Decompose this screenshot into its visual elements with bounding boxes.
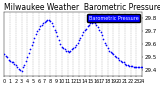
- Point: [106, 47, 109, 49]
- Point: [63, 49, 66, 50]
- Point: [99, 32, 102, 33]
- Point: [4, 55, 7, 56]
- Point: [38, 28, 40, 29]
- Point: [125, 64, 128, 66]
- Point: [75, 45, 77, 46]
- Point: [28, 52, 30, 54]
- Point: [88, 24, 90, 25]
- Point: [25, 60, 27, 62]
- Text: Milwaukee Weather  Barometric Pressure  per Minute: Milwaukee Weather Barometric Pressure pe…: [4, 3, 160, 12]
- Point: [137, 67, 139, 68]
- Point: [119, 60, 122, 62]
- Point: [71, 49, 73, 50]
- Point: [95, 24, 98, 25]
- Point: [53, 29, 56, 31]
- Point: [40, 24, 43, 25]
- Point: [46, 19, 49, 20]
- Point: [3, 54, 6, 55]
- Point: [138, 67, 141, 68]
- Point: [109, 51, 112, 53]
- Point: [7, 59, 10, 60]
- Point: [32, 41, 34, 42]
- Point: [33, 37, 36, 38]
- Point: [42, 23, 44, 24]
- Point: [101, 34, 103, 36]
- Point: [102, 38, 105, 40]
- Legend: Barometric Pressure: Barometric Pressure: [87, 14, 140, 22]
- Point: [66, 50, 69, 51]
- Point: [124, 63, 126, 64]
- Point: [108, 50, 110, 51]
- Point: [122, 62, 125, 63]
- Point: [96, 27, 99, 28]
- Point: [89, 23, 92, 24]
- Point: [76, 42, 79, 44]
- Point: [12, 62, 14, 63]
- Point: [45, 20, 47, 21]
- Point: [131, 65, 133, 67]
- Point: [82, 32, 85, 33]
- Point: [112, 54, 115, 55]
- Point: [104, 42, 106, 44]
- Point: [84, 29, 86, 31]
- Point: [19, 69, 21, 71]
- Point: [9, 60, 11, 62]
- Point: [20, 71, 23, 72]
- Point: [94, 23, 96, 24]
- Point: [56, 36, 59, 37]
- Point: [127, 64, 129, 66]
- Point: [49, 20, 52, 21]
- Point: [55, 32, 57, 33]
- Point: [23, 64, 26, 66]
- Point: [140, 67, 142, 68]
- Point: [30, 45, 33, 46]
- Point: [52, 25, 54, 27]
- Point: [111, 52, 113, 54]
- Point: [114, 55, 116, 56]
- Point: [105, 45, 108, 46]
- Point: [59, 43, 62, 45]
- Point: [78, 39, 80, 41]
- Point: [69, 50, 72, 51]
- Point: [65, 50, 67, 51]
- Point: [35, 33, 37, 34]
- Point: [92, 21, 95, 23]
- Point: [118, 59, 120, 60]
- Point: [141, 67, 144, 68]
- Point: [72, 47, 75, 49]
- Point: [68, 51, 70, 53]
- Point: [26, 56, 29, 58]
- Point: [85, 28, 88, 29]
- Point: [39, 25, 41, 27]
- Point: [134, 67, 136, 68]
- Point: [50, 23, 53, 24]
- Point: [29, 49, 32, 50]
- Point: [58, 39, 60, 41]
- Point: [36, 30, 39, 32]
- Point: [13, 63, 16, 64]
- Point: [135, 67, 138, 68]
- Point: [10, 62, 13, 63]
- Point: [86, 25, 89, 27]
- Point: [16, 67, 19, 68]
- Point: [43, 21, 46, 23]
- Point: [62, 47, 64, 49]
- Point: [98, 29, 100, 31]
- Point: [79, 37, 82, 38]
- Point: [81, 34, 83, 36]
- Point: [48, 19, 50, 20]
- Point: [129, 65, 132, 67]
- Point: [128, 65, 131, 67]
- Point: [15, 64, 17, 66]
- Point: [115, 56, 118, 58]
- Point: [6, 56, 8, 58]
- Point: [73, 46, 76, 47]
- Point: [91, 23, 93, 24]
- Point: [17, 68, 20, 69]
- Point: [60, 46, 63, 47]
- Point: [22, 67, 24, 68]
- Point: [116, 58, 119, 59]
- Point: [121, 62, 123, 63]
- Point: [132, 67, 135, 68]
